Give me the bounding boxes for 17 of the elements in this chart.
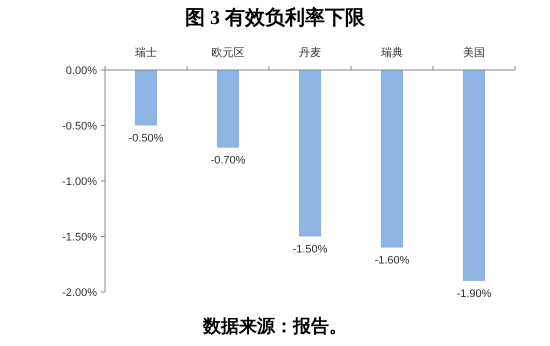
x-tick-label: 欧元区 [212,47,244,59]
data-label: -0.50% [128,132,164,144]
data-label: -0.70% [210,154,246,167]
x-tick-label: 瑞士 [135,46,157,59]
chart-title: 图 3 有效负利率下限 [185,6,366,29]
source-note: 数据来源：报告。 [202,316,347,336]
x-tick-label: 丹麦 [299,46,321,59]
x-tick-label: 美国 [463,46,485,59]
y-tick-label: -0.50% [62,120,98,132]
y-tick-label: -1.50% [62,232,98,244]
data-label: -1.90% [456,288,492,300]
y-tick-label: 0.00% [66,65,98,77]
y-tick-label: -2.00% [62,287,98,299]
data-label: -1.60% [374,254,410,267]
data-label: -1.50% [292,244,328,256]
x-tick-label: 瑞典 [381,46,403,59]
y-tick-label: -1.00% [62,176,98,188]
